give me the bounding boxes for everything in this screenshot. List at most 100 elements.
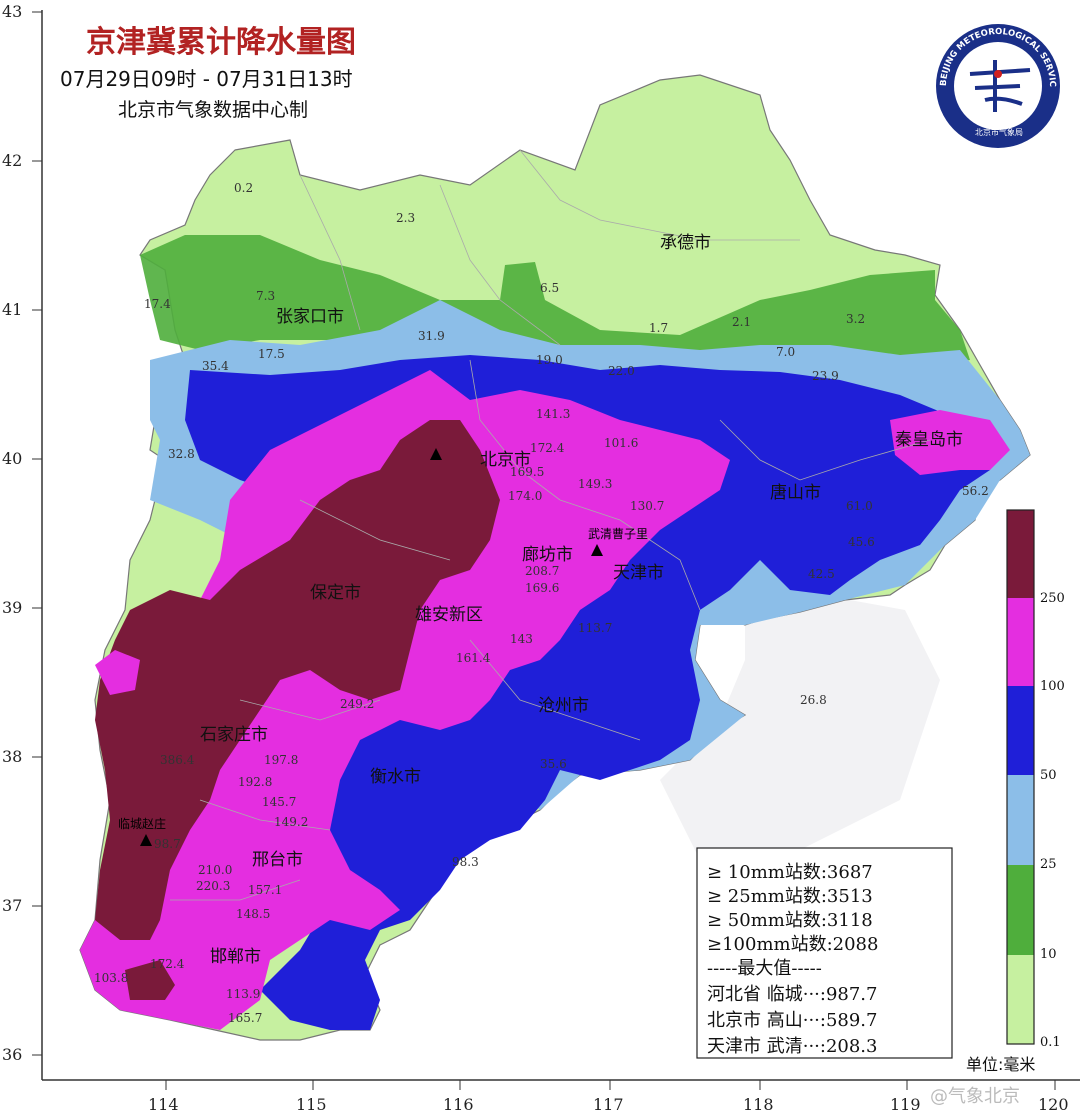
value-label: 172.4 xyxy=(530,441,565,455)
city-label: 秦皇岛市 xyxy=(895,430,963,450)
y-tick-label: 38 xyxy=(2,747,22,766)
value-label: 169.6 xyxy=(525,581,559,595)
value-label: 17.5 xyxy=(258,347,285,361)
value-label: 174.0 xyxy=(508,489,542,503)
stats-row: ≥ 10mm站数:3687 xyxy=(707,862,873,883)
station-stats-box: ≥ 10mm站数:3687 ≥ 25mm站数:3513 ≥ 50mm站数:311… xyxy=(696,847,953,1059)
legend-tick-label: 250 xyxy=(1040,591,1065,606)
value-label: 386.4 xyxy=(160,753,195,767)
logo-inner-text: 北京市气象局 xyxy=(975,127,1023,137)
value-label: 17.4 xyxy=(144,297,171,311)
zone-ge-250-west xyxy=(95,420,500,940)
legend-swatch xyxy=(1007,510,1034,598)
value-label: 208.7 xyxy=(525,564,559,578)
legend-swatch xyxy=(1007,955,1034,1044)
value-label: 61.0 xyxy=(846,499,873,513)
city-label: 北京市 xyxy=(480,450,531,470)
city-labels: 承德市 张家口市 北京市 秦皇岛市 唐山市 廊坊市 天津市 保定市 雄安新区 沧… xyxy=(200,233,963,967)
value-label: 249.2 xyxy=(340,697,374,711)
city-label: 沧州市 xyxy=(538,696,589,716)
watermark: @气象北京 xyxy=(930,1086,1020,1107)
value-label: 149.3 xyxy=(578,477,612,491)
stats-max-row: 天津市 武清···:208.3 xyxy=(707,1036,877,1057)
value-label: 6.5 xyxy=(540,281,559,295)
value-label: 113.9 xyxy=(226,987,260,1001)
legend-tick-label: 10 xyxy=(1040,947,1057,962)
city-label: 衡水市 xyxy=(370,767,421,787)
legend-unit: 单位:毫米 xyxy=(966,1055,1035,1074)
city-label: 承德市 xyxy=(660,233,711,253)
value-label: 98.3 xyxy=(452,855,479,869)
value-label: 26.8 xyxy=(800,693,827,707)
city-label: 雄安新区 xyxy=(415,605,483,625)
city-label: 廊坊市 xyxy=(522,545,573,565)
stats-max-row: 北京市 高山···:589.7 xyxy=(707,1010,877,1031)
y-tick-label: 36 xyxy=(2,1045,22,1064)
legend-color-bar: 0.1 10 25 50 100 250 单位:毫米 xyxy=(966,509,1065,1074)
value-label: 197.8 xyxy=(264,753,298,767)
value-label: 169.5 xyxy=(510,465,544,479)
legend-swatch xyxy=(1007,598,1034,686)
legend-tick-label: 0.1 xyxy=(1040,1035,1061,1050)
legend-swatch xyxy=(1007,775,1034,865)
x-axis: 114 115 116 117 118 119 120 xyxy=(148,1080,1069,1114)
value-label: 149.2 xyxy=(274,815,308,829)
value-label: 161.4 xyxy=(456,651,491,665)
value-label: 7.3 xyxy=(256,289,275,303)
value-label: 56.2 xyxy=(962,484,989,498)
station-triangle-icon xyxy=(430,448,442,460)
zone-100-250 xyxy=(80,370,730,1030)
producer-credit: 北京市气象数据中心制 xyxy=(118,99,308,121)
value-label: 32.8 xyxy=(168,447,195,461)
value-label: 143 xyxy=(510,632,533,646)
map-header: 京津冀累计降水量图 07月29日09时 - 07月31日13时 北京市气象数据中… xyxy=(60,25,356,121)
stats-row: ≥100mm站数:2088 xyxy=(707,934,878,955)
value-label: 19.0 xyxy=(536,353,563,367)
time-period: 07月29日09时 - 07月31日13时 xyxy=(60,67,353,91)
city-label: 天津市 xyxy=(613,563,664,583)
value-label: 113.7 xyxy=(578,621,612,635)
value-label: 103.8 xyxy=(94,971,128,985)
x-tick-label: 114 xyxy=(148,1095,179,1112)
value-label: 210.0 xyxy=(198,863,232,877)
bohai-sea xyxy=(660,600,940,860)
value-label: 220.3 xyxy=(196,879,230,893)
x-tick-label: 118 xyxy=(743,1095,774,1112)
value-label: 35.6 xyxy=(540,757,567,771)
value-label: 165.7 xyxy=(228,1011,262,1025)
value-label: 148.5 xyxy=(236,907,270,921)
city-label: 张家口市 xyxy=(276,307,344,327)
y-tick-label: 42 xyxy=(2,151,22,170)
x-tick-label: 119 xyxy=(890,1095,921,1112)
stats-row: ≥ 25mm站数:3513 xyxy=(707,886,873,907)
value-label: 3.2 xyxy=(846,312,865,326)
value-label: 145.7 xyxy=(262,795,296,809)
x-tick-label: 117 xyxy=(593,1095,624,1112)
value-label: 23.9 xyxy=(812,369,839,383)
y-tick-label: 37 xyxy=(2,896,22,915)
value-label: 2.1 xyxy=(732,315,751,329)
value-label: 22.0 xyxy=(608,364,635,378)
legend-swatch xyxy=(1007,865,1034,955)
y-tick-label: 43 xyxy=(2,2,22,21)
x-tick-label: 115 xyxy=(296,1095,327,1112)
value-label: 31.9 xyxy=(418,329,445,343)
value-label: 1.7 xyxy=(649,321,668,335)
value-label: 157.1 xyxy=(248,883,282,897)
value-label: 45.6 xyxy=(848,535,875,549)
map-title: 京津冀累计降水量图 xyxy=(86,25,356,60)
station-label: 临城赵庄 xyxy=(118,816,166,831)
value-label: 42.5 xyxy=(808,567,835,581)
value-label: 0.2 xyxy=(234,181,253,195)
x-tick-label: 116 xyxy=(443,1095,474,1112)
city-label: 保定市 xyxy=(310,583,361,603)
value-label: 35.4 xyxy=(202,359,229,373)
legend-tick-label: 100 xyxy=(1040,679,1065,694)
city-label: 石家庄市 xyxy=(200,725,268,745)
value-label: 192.8 xyxy=(238,775,272,789)
zone-100-250-qhd xyxy=(890,410,1010,475)
city-label: 唐山市 xyxy=(770,482,821,503)
legend-tick-label: 50 xyxy=(1040,768,1057,783)
